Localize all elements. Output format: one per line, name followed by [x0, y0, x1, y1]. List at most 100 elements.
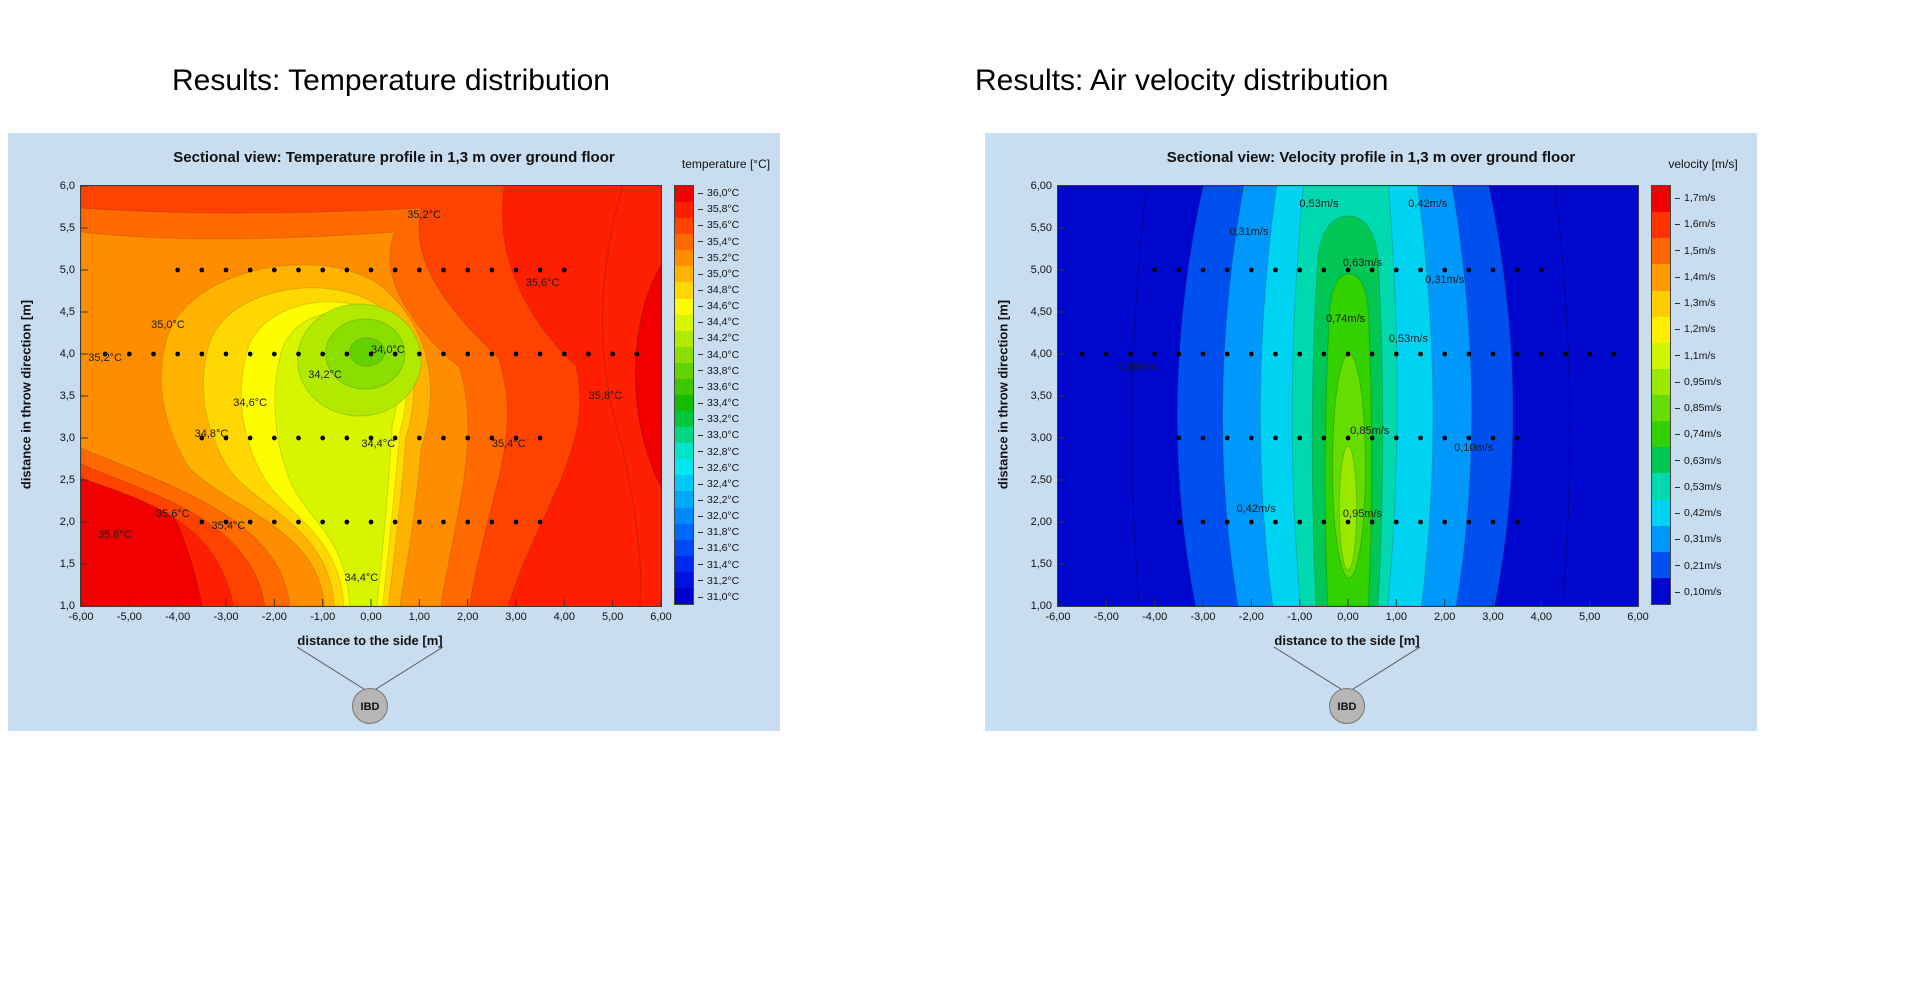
measurement-point: [1297, 435, 1302, 441]
temperature-ibd-callout: IBD: [296, 646, 444, 724]
colorbar-swatch: [675, 571, 693, 588]
measurement-point: [272, 519, 277, 525]
y-axis-tick: 6,0: [59, 180, 75, 192]
y-axis-tick: 2,5: [59, 474, 75, 486]
y-axis-tick: 4,5: [59, 306, 75, 318]
y-axis-tick: 1,00: [1030, 600, 1052, 612]
measurement-point: [127, 351, 132, 357]
measurement-point: [1466, 519, 1472, 525]
measurement-point: [1394, 351, 1399, 357]
measurement-point: [1273, 351, 1278, 357]
colorbar-label: 0,31m/s: [1675, 533, 1721, 545]
measurement-point: [513, 519, 519, 525]
contour-label: 0,53m/s: [1299, 198, 1339, 211]
measurement-point: [1152, 267, 1157, 273]
colorbar-swatch: [675, 314, 693, 331]
ibd-label: IBD: [361, 701, 380, 713]
measurement-point: [1176, 519, 1182, 525]
velocity-heading: Results: Air velocity distribution: [975, 64, 1389, 97]
measurement-point: [417, 267, 422, 273]
colorbar-label: 1,2m/s: [1675, 323, 1716, 335]
measurement-point: [392, 267, 398, 273]
band-0-95: [1338, 445, 1358, 571]
colorbar-swatch: [675, 507, 693, 524]
measurement-point: [1514, 519, 1520, 525]
measurement-point: [1369, 351, 1375, 357]
measurement-point: [151, 351, 156, 357]
colorbar-label: 1,7m/s: [1675, 192, 1716, 204]
measurement-point: [320, 351, 325, 357]
measurement-point: [344, 435, 350, 441]
x-axis-tick: -1,00: [310, 611, 336, 623]
measurement-point: [296, 519, 301, 525]
contour-label: 0,10m/s: [1454, 442, 1494, 455]
measurement-point: [1418, 519, 1423, 525]
measurement-point: [1297, 351, 1302, 357]
ibd-callout-line-right: [1349, 646, 1421, 692]
colorbar-swatch: [1652, 342, 1670, 369]
velocity-colorbar-labels: 1,7m/s 1,6m/s 1,5m/s 1,4m/s 1,3m/s 1,2m/s 1,1m…: [1675, 185, 1755, 605]
measurement-point: [537, 267, 543, 273]
measurement-point: [1369, 435, 1375, 441]
contour-label: 0,63m/s: [1342, 257, 1383, 270]
y-axis-tick: 1,50: [1030, 558, 1052, 570]
measurement-point: [513, 351, 519, 357]
measurement-point: [296, 267, 301, 273]
measurement-point: [272, 351, 277, 357]
measurement-point: [1176, 435, 1182, 441]
measurement-point: [368, 351, 374, 357]
contour-label: 35,6°C: [525, 276, 560, 289]
y-axis-tick: 4,0: [59, 348, 75, 360]
measurement-point: [513, 435, 519, 441]
measurement-point: [537, 435, 543, 441]
measurement-point: [368, 435, 374, 441]
measurement-point: [1394, 267, 1399, 273]
contour-label: 0,85m/s: [1350, 425, 1390, 438]
x-axis-tick: 4,00: [553, 611, 576, 623]
measurement-point: [465, 519, 470, 525]
velocity-x-ticks: -6,00 -5,00 -4,00 -3,00 -2,00 -1,00 0,00 1,00 2,…: [1045, 611, 1648, 625]
contour-label: 35,8°C: [588, 390, 623, 402]
measurement-point: [344, 519, 350, 525]
contour-label: 0,42m/s: [1408, 198, 1448, 211]
y-axis-tick: 3,50: [1030, 390, 1052, 402]
contour-label: 0,95m/s: [1342, 507, 1383, 520]
colorbar-swatch: [1652, 368, 1670, 395]
colorbar-label: 31,0°C: [698, 591, 739, 603]
measurement-point: [1490, 267, 1496, 273]
contour-line-35-8: [601, 186, 642, 606]
contour-label: 35,8°C: [97, 528, 132, 541]
temperature-panel: Sectional view: Temperature profile in 1…: [8, 133, 780, 731]
y-axis-tick: 6,00: [1030, 180, 1052, 192]
measurement-point: [1224, 519, 1230, 525]
ibd-callout-line-right: [372, 646, 444, 692]
measurement-point: [1394, 519, 1399, 525]
measurement-point: [1321, 519, 1327, 525]
measurement-point: [102, 351, 108, 357]
measurement-point: [489, 519, 495, 525]
ibd-circle: [1329, 688, 1365, 724]
colorbar-swatch: [675, 523, 693, 540]
x-axis-tick: 2,00: [456, 611, 479, 623]
x-axis-tick: 0,00: [1337, 611, 1359, 623]
measurement-point: [634, 351, 640, 357]
velocity-overlay: [1058, 186, 1638, 606]
measurement-point: [247, 351, 253, 357]
colorbar-label: 34,0°C: [698, 349, 739, 361]
colorbar-label: 33,4°C: [698, 397, 739, 409]
colorbar-swatch: [675, 330, 693, 347]
colorbar-label: 0,74m/s: [1675, 428, 1721, 440]
velocity-panel: Sectional view: Velocity profile in 1,3 …: [985, 133, 1757, 731]
measurement-point: [1418, 351, 1423, 357]
measurement-point: [1442, 435, 1447, 441]
measurement-point: [489, 267, 495, 273]
x-axis-tick: -2,00: [261, 611, 287, 623]
measurement-point: [1345, 351, 1351, 357]
colorbar-label: 32,2°C: [698, 494, 739, 506]
measurement-point: [1321, 351, 1327, 357]
colorbar-label: 36,0°C: [698, 187, 739, 199]
colorbar-label: 32,0°C: [698, 510, 739, 522]
colorbar-label: 34,6°C: [698, 300, 739, 312]
measurement-point: [272, 267, 277, 273]
